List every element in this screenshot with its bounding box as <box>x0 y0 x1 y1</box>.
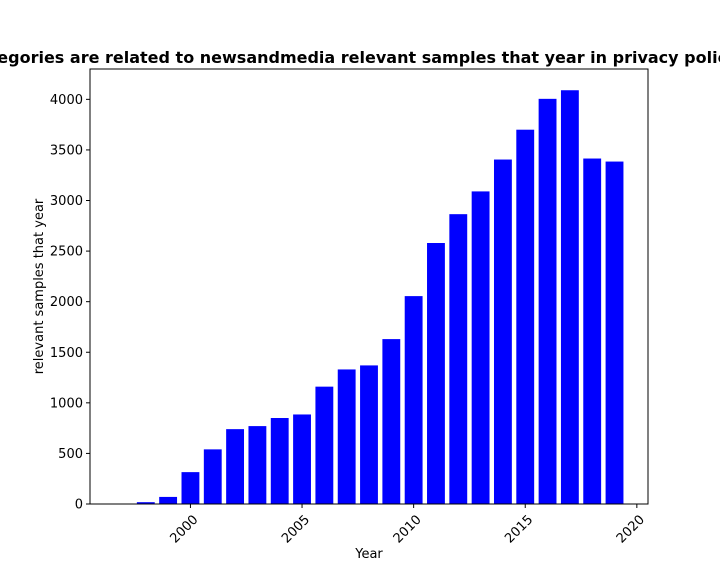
bar-2006 <box>315 386 334 504</box>
x-axis: 2000 2005 2010 2015 2020 <box>167 504 648 546</box>
plot-frame <box>89 68 649 505</box>
x-tick-label: 2020 <box>614 512 648 546</box>
bar-2011 <box>427 243 445 504</box>
bar-2001 <box>203 449 222 504</box>
bar-2004 <box>270 418 289 504</box>
bar-2017 <box>560 90 579 505</box>
bar-2007 <box>337 369 356 504</box>
x-tick-label: 2010 <box>391 512 425 546</box>
x-tick-label: 2000 <box>167 512 201 546</box>
y-tick-label: 3000 <box>50 194 83 209</box>
chart-title: Categories are related to newsandmedia r… <box>0 48 720 67</box>
y-tick-label: 0 <box>75 498 83 513</box>
bar-2013 <box>471 191 490 504</box>
bar-2015 <box>516 129 535 504</box>
y-axis: 0 500 1000 1500 2000 2500 3000 3500 4000 <box>50 93 90 513</box>
bar-2002 <box>226 429 245 504</box>
bar-2016 <box>538 98 557 504</box>
bar-2000 <box>181 472 200 504</box>
y-tick-label: 500 <box>58 447 83 462</box>
bar-2005 <box>293 414 311 504</box>
bar-1999 <box>159 496 178 504</box>
bar-2012 <box>449 214 468 505</box>
y-tick-label: 2500 <box>50 245 83 260</box>
y-tick-label: 1000 <box>50 396 83 411</box>
y-tick-label: 4000 <box>50 93 83 108</box>
y-tick-label: 3500 <box>50 143 83 158</box>
bar-2014 <box>493 159 512 505</box>
bar-2008 <box>360 365 378 504</box>
bar-2019 <box>605 161 624 504</box>
bar-2009 <box>382 339 401 504</box>
bar-1998 <box>136 502 155 504</box>
bar-2003 <box>248 426 267 504</box>
bar-2010 <box>404 296 423 504</box>
y-tick-label: 1500 <box>50 346 83 361</box>
y-axis-label: relevant samples that year <box>32 198 47 374</box>
y-tick-label: 2000 <box>50 295 83 310</box>
bars-group <box>136 90 624 505</box>
x-tick-label: 2015 <box>502 512 536 546</box>
bar-2018 <box>583 158 602 504</box>
x-tick-label: 2005 <box>279 512 313 546</box>
x-axis-label: Year <box>354 547 383 562</box>
